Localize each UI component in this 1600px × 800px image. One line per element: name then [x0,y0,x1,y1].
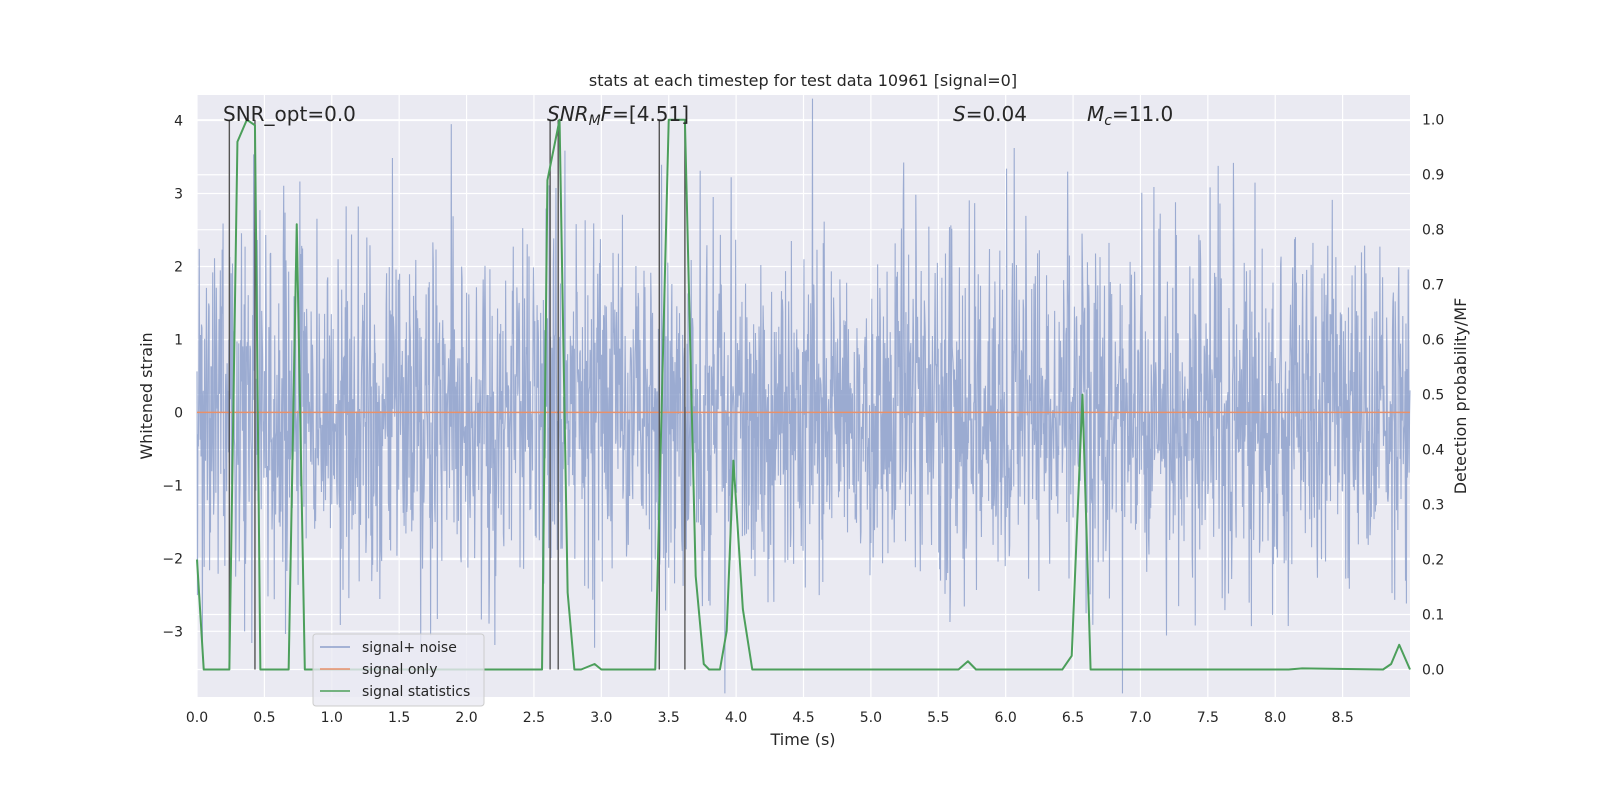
x-tick-label: 8.5 [1331,710,1353,726]
chart-title: stats at each timestep for test data 109… [589,71,1017,90]
annotation-s-stat-value: =0.04 [966,102,1027,126]
x-tick-label: 3.0 [590,710,612,726]
y-left-tick-label: −3 [162,624,183,640]
y-right-tick-label: 0.3 [1422,498,1444,514]
x-tick-label: 6.0 [995,710,1017,726]
y-left-tick-label: 4 [174,114,183,130]
y-left-tick-label: 1 [174,332,183,348]
legend-label-signal-statistics: signal statistics [362,684,470,700]
x-tick-label: 2.0 [455,710,477,726]
y-right-tick-label: 0.1 [1422,608,1444,624]
legend-box [312,633,485,707]
y-left-tick-label: −1 [162,478,183,494]
y-left-tick-label: 3 [174,187,183,203]
x-axis-label: Time (s) [769,730,835,749]
annotation-mc-sub: c [1104,113,1112,129]
signal-statistics-line [196,118,1411,671]
legend-label-signal-only: signal only [362,662,437,678]
y-right-tick-label: 0.2 [1422,553,1444,569]
x-tick-label: 0.0 [186,710,208,726]
y-right-tick-label: 0.7 [1422,278,1444,294]
right-y-axis-label: Detection probability/MF [1451,298,1470,495]
x-tick-label: 0.5 [253,710,275,726]
vertical-markers [228,119,686,670]
right-y-axis-ticks: 0.0 0.1 0.2 0.3 0.4 0.5 0.6 0.7 0.8 0.9 1.0 [1422,113,1444,679]
x-tick-label: 5.5 [927,710,949,726]
annotation-s-stat-symbol: S [953,102,966,126]
x-axis-ticks: 0.0 0.5 1.0 1.5 2.0 2.5 3.0 3.5 4.0 4.5 5.0 5.5 6.0 6… [186,710,1354,726]
x-tick-label: 7.5 [1197,710,1219,726]
x-tick-label: 5.0 [860,710,882,726]
signal-statistics-series [196,118,1411,671]
left-y-axis-ticks: −3 −2 −1 0 1 2 3 4 [162,114,183,641]
x-tick-label: 1.5 [388,710,410,726]
left-y-axis-label: Whitened strain [137,332,156,459]
x-tick-label: 2.5 [523,710,545,726]
x-tick-label: 3.5 [658,710,680,726]
y-right-tick-label: 0.8 [1422,223,1444,239]
annotation-mc-symbol: M [1087,102,1104,126]
signal-noise-line [196,98,1411,694]
x-tick-label: 6.5 [1062,710,1084,726]
annotation-snr-mf: SNRMF=[4.51] [547,102,689,129]
annotation-snr-opt-value: 0.0 [324,102,356,126]
y-left-tick-label: 2 [174,259,183,275]
y-left-tick-label: −2 [162,551,183,567]
y-right-tick-label: 0.9 [1422,168,1444,184]
annotation-snr-mf-sub: M [589,113,601,129]
y-right-tick-label: 0.4 [1422,443,1444,459]
annotation-mc: Mc=11.0 [1087,102,1173,129]
legend-label-signal-noise: signal+ noise [362,640,457,656]
y-left-tick-label: 0 [174,405,183,421]
y-right-tick-label: 1.0 [1422,113,1444,129]
x-tick-label: 1.0 [321,710,343,726]
y-right-tick-label: 0.0 [1422,663,1444,679]
annotation-s-stat: S=0.04 [953,102,1027,126]
x-tick-label: 4.5 [792,710,814,726]
annotation-mc-value: =11.0 [1112,102,1173,126]
annotation-snr-mf-value: [4.51] [629,102,689,126]
annotation-snr-mf-base: SNR [547,102,589,126]
y-right-tick-label: 0.6 [1422,333,1444,349]
x-tick-label: 7.0 [1129,710,1151,726]
x-tick-label: 8.0 [1264,710,1286,726]
x-tick-label: 4.0 [725,710,747,726]
legend: signal+ noise signal only signal statist… [312,633,485,707]
annotation-snr-opt-label: SNR_opt= [223,102,324,126]
signal-noise-series [196,98,1411,694]
y-right-tick-label: 0.5 [1422,388,1444,404]
annotation-snr-mf-rest: F= [601,102,629,126]
annotation-snr-opt: SNR_opt=0.0 [223,102,356,126]
